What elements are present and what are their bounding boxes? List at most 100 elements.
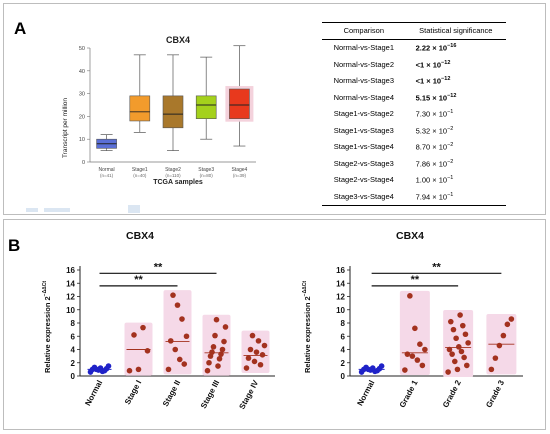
data-point [181,361,188,367]
table-row: Normal-vs-Stage3 <1 × 10−12 [322,73,506,90]
data-point [126,367,133,374]
x-tick-label: Grade 2 [441,378,463,409]
data-point [422,346,428,353]
table-row: Stage2-vs-Stage3 7.86 × 10−2 [322,156,506,173]
x-count-label: (n=39) [233,173,247,178]
data-point [455,344,462,350]
significance-table: Comparison Statistical significance Norm… [322,22,506,206]
y-tick-label: 2 [341,359,346,368]
table-header-comparison: Comparison [322,22,406,40]
category-highlight [443,310,474,378]
data-point [508,316,515,322]
data-point [245,355,252,361]
x-tick-label: Stage3 [198,167,214,173]
data-point [99,368,106,375]
y-tick-label: 16 [66,266,75,275]
x-count-label: (n=41) [100,173,114,178]
data-point [144,348,151,354]
x-tick-label: Normal [83,379,104,408]
data-point [221,338,227,345]
table-row: Normal-vs-Stage2 <1 × 10−12 [322,57,506,74]
data-point [210,344,217,350]
significance-cell: 5.32 × 10−2 [415,125,454,136]
scan-artifact-mark [26,208,38,212]
comparison-cell: Stage1-vs-Stage2 [333,109,394,119]
data-point [412,325,418,332]
data-point [378,363,385,369]
box-rect [162,95,184,129]
box-chart-xlabel: TCGA samples [153,179,203,186]
x-tick-label: Normal [356,379,377,408]
box-rect [229,88,250,119]
data-point [174,302,181,308]
scan-artifact-mark [44,208,70,212]
x-tick-label: Stage4 [231,167,247,173]
data-point [500,332,507,339]
data-point [135,366,142,373]
y-tick-label: 8 [341,319,346,328]
y-tick-label: 12 [66,293,75,302]
category-highlight [399,290,430,376]
data-point [183,333,190,340]
y-tick-label: 6 [71,332,76,341]
y-tick-label: 8 [71,319,76,328]
significance-cell: 8.70 × 10−2 [415,142,454,152]
table-row: Stage1-vs-Stage3 5.32 × 10−2 [322,123,506,140]
x-tick-label: Stage II [161,379,182,408]
data-point [404,351,411,357]
y-tick-label: 6 [341,332,346,341]
data-point [450,326,457,333]
y-tick-label: 40 [79,69,85,75]
x-tick-label: Stage IV [237,378,260,411]
table-header-significance: Statistical significance [405,22,506,40]
y-tick-label: 12 [336,293,345,302]
data-point [261,342,268,349]
y-tick-label: 50 [79,46,85,52]
y-tick-label: 0 [341,372,346,381]
y-tick-label: 14 [66,279,75,288]
x-count-label: (n=110) [165,173,181,178]
y-tick-label: 16 [336,266,345,275]
data-point [216,355,223,362]
data-point [105,363,112,369]
scatter-grade-title: CBX4 [396,230,424,242]
table-row: Normal-vs-Stage1 2.22 × 10−16 [322,40,506,57]
data-point [243,365,250,371]
data-point [414,357,421,363]
data-point [140,324,146,331]
y-tick-label: 20 [79,114,85,120]
comparison-cell: Stage1-vs-Stage4 [333,142,394,152]
data-point [170,292,176,298]
comparison-cell: Normal-vs-Stage3 [333,76,395,86]
y-tick-label: 4 [71,346,76,355]
y-tick-label: 10 [336,306,345,315]
data-point [206,359,212,366]
data-point [179,316,185,322]
significance-cell: 7.94 × 10−1 [405,188,506,206]
scan-artifact-mark [128,205,140,213]
table-row: Stage1-vs-Stage4 8.70 × 10−2 [322,139,506,156]
panel-b-letter: B [8,236,21,255]
data-point [459,322,466,329]
significance-label: ** [154,261,163,273]
scatter-stage-ylabel: Relative expression 2−ΔΔCt [42,281,52,373]
table-row: Stage1-vs-Stage2 7.30 × 10−1 [322,106,506,123]
scatter-chart-grade: CBX4 Relative expression 2−ΔΔCt 0 2 4 6 8 10 1… [302,230,523,409]
data-point [417,341,423,347]
data-point [176,356,183,363]
x-tick-label: Normal [99,167,115,173]
data-point [165,366,172,373]
data-point [402,367,408,373]
data-point [259,352,266,358]
x-tick-label: Stage2 [165,167,181,173]
x-tick-label: Stage1 [132,167,148,173]
data-point [372,368,378,375]
significance-label: ** [411,274,420,286]
x-count-label: (n=40) [133,173,147,178]
data-point [213,316,220,323]
table-row: Normal-vs-Stage4 5.15 × 10−12 [322,90,506,107]
data-point [257,361,264,368]
data-point [255,338,262,344]
data-point [449,351,455,357]
data-point [407,293,413,299]
